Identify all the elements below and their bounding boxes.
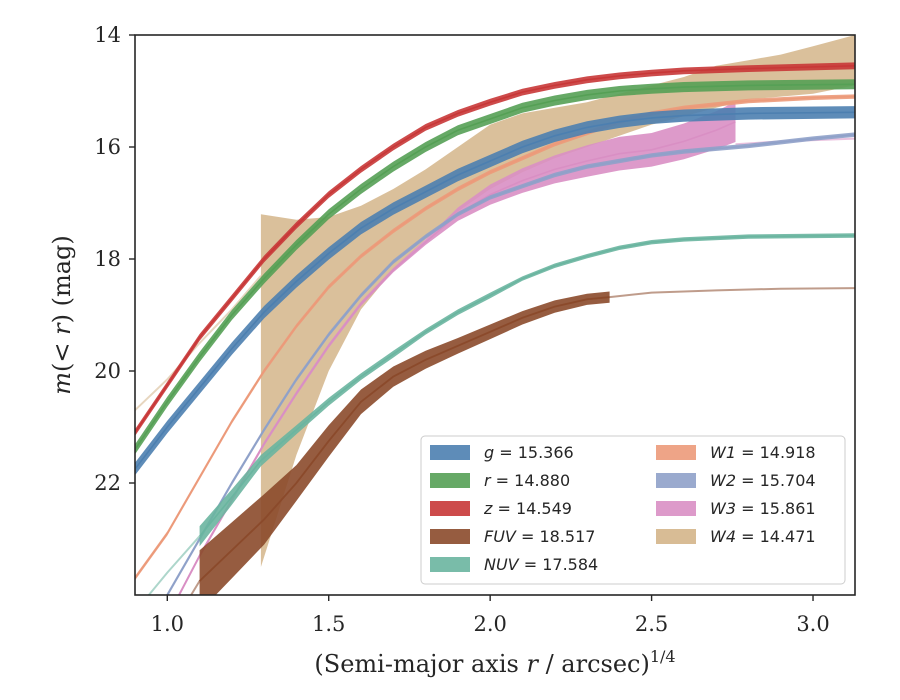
series-fuv [189, 287, 855, 595]
legend-swatch-w2 [656, 473, 696, 488]
legend-label-w2: W2 = 15.704 [710, 471, 816, 490]
series-fuv-line [199, 296, 610, 582]
legend-box [420, 435, 846, 585]
series-r [135, 79, 855, 455]
legend-swatch-r [430, 473, 470, 488]
series-r-line [135, 83, 855, 450]
series-g-line [135, 111, 855, 470]
series-fuv-band [199, 291, 610, 595]
legend-label-fuv: FUV = 18.517 [484, 527, 595, 546]
legend-swatch-fuv [430, 529, 470, 544]
x-tick-label: 2.5 [635, 612, 668, 636]
plot-area [135, 35, 855, 595]
x-tick-label: 1.5 [312, 612, 345, 636]
legend-swatch-w3 [656, 501, 696, 516]
series-w1 [135, 94, 855, 581]
series-nuv-extrapolation [147, 535, 201, 595]
legend-label-g: g = 15.366 [484, 443, 574, 462]
series-w2 [166, 132, 855, 595]
series-w1-line [135, 95, 855, 579]
y-tick-label: 14 [94, 23, 121, 47]
series-nuv-line [198, 234, 855, 537]
legend-label-z: z = 14.549 [483, 499, 572, 518]
y-tick-label: 20 [94, 359, 121, 383]
series-z-line [135, 65, 855, 434]
series-r-band [135, 79, 855, 455]
x-axis-label: (Semi-major axis r / arcsec)1/4 [314, 647, 675, 678]
legend-label-nuv: NUV = 17.584 [484, 555, 598, 574]
series-nuv [147, 233, 855, 595]
x-tick-label: 1.0 [151, 612, 184, 636]
series-w4-extrapolation [135, 275, 262, 411]
x-tick-label: 2.0 [473, 612, 506, 636]
legend-label-w1: W1 = 14.918 [710, 443, 816, 462]
legend-swatch-z [430, 501, 470, 516]
axes: 1.0 1.5 2.0 2.5 3.0 14 16 18 20 22 [94, 23, 856, 636]
y-tick-label: 16 [94, 135, 121, 159]
legend-label-w3: W3 = 15.861 [710, 499, 816, 518]
y-axis-label: m(< r) (mag) [48, 235, 76, 395]
plot-frame [134, 34, 856, 596]
legend-label-r: r = 14.880 [484, 471, 570, 490]
legend-swatch-g [430, 445, 470, 460]
y-tick-label: 22 [94, 471, 121, 495]
legend-swatch-w1 [656, 445, 696, 460]
x-tick-label: 3.0 [796, 612, 829, 636]
legend-swatch-w4 [656, 529, 696, 544]
series-w2-line [166, 133, 855, 595]
series-g [135, 106, 855, 476]
legend-label-w4: W4 = 14.471 [710, 527, 816, 546]
legend: g = 15.366 r = 14.880 z = 14.549 FUV = 18.5… [420, 435, 846, 585]
series-z [135, 62, 855, 437]
y-tick-label: 18 [94, 247, 121, 271]
legend-swatch-nuv [430, 557, 470, 572]
